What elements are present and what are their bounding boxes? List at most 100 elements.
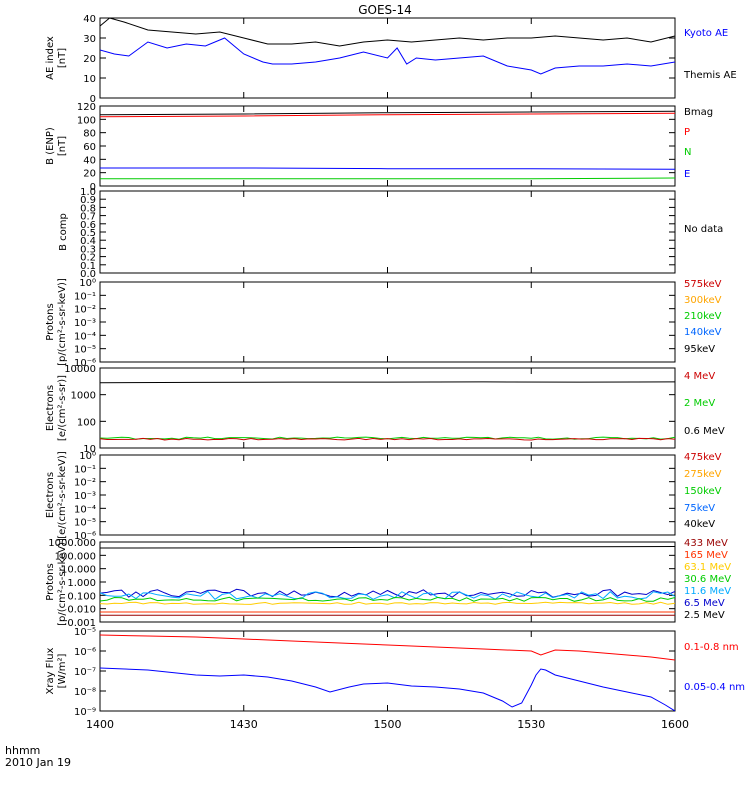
legend-entry: Kyoto AE xyxy=(684,28,728,39)
y-axis-label: B (ENP) xyxy=(45,127,56,165)
y-axis-label: Electrons xyxy=(45,472,56,518)
y-tick-label: 80 xyxy=(83,129,96,140)
y-tick-label: 10⁻⁶ xyxy=(74,647,96,658)
y-tick-label: 10000 xyxy=(64,364,96,375)
y-axis-label: Protons xyxy=(45,563,56,600)
legend-entry: 6.5 MeV xyxy=(684,598,725,609)
y-tick-label: 0.4 xyxy=(80,236,96,247)
series-line xyxy=(100,167,675,170)
series-line xyxy=(100,601,675,605)
y-tick-label: 10⁻⁴ xyxy=(74,504,96,515)
y-tick-label: 10⁻⁵ xyxy=(74,345,96,356)
y-tick-label: 60 xyxy=(83,142,96,153)
time-axis-label-hhmm: hhmm xyxy=(5,744,40,757)
y-tick-label: 40 xyxy=(83,14,96,25)
y-tick-label: 0.7 xyxy=(80,212,96,223)
y-tick-label: 10⁻³ xyxy=(74,318,96,329)
y-axis-label: AE index xyxy=(45,36,56,80)
y-axis-label: [e/(cm²-s-sr-keV)] xyxy=(57,451,68,539)
panel-bfield: 0 20 40 60 80 100 120 B (ENP) [nT] Bmag PNE xyxy=(45,102,713,193)
legend-entry: 95keV xyxy=(684,344,715,355)
y-tick-label: 1.0 xyxy=(80,187,96,198)
y-tick-label: 0 xyxy=(90,94,96,105)
legend-entry: 150keV xyxy=(684,486,722,497)
y-tick-label: 0.2 xyxy=(80,253,96,264)
y-tick-label: 0.0 xyxy=(80,269,96,280)
legend-entry: E xyxy=(684,169,690,180)
series-line xyxy=(100,588,675,598)
y-axis-label: Xray Flux xyxy=(45,647,56,694)
legend-entry: 300keV xyxy=(684,295,722,306)
legend-entry: 11.6 MeV xyxy=(684,586,731,597)
time-axis-label-date: 2010 Jan 19 xyxy=(5,756,71,769)
series-line xyxy=(100,437,675,441)
y-tick-label: 10⁰ xyxy=(79,278,96,289)
y-tick-label: 0.3 xyxy=(80,244,96,255)
x-tick-label: 1430 xyxy=(230,718,258,731)
y-tick-label: 10 xyxy=(83,444,96,455)
panel-xray: 10⁻⁹ 10⁻⁸ 10⁻⁷ 10⁻⁶ 10⁻⁵ Xray Flux [W/m²] 0.1-0… xyxy=(45,627,745,718)
legend-entry: 75keV xyxy=(684,503,715,514)
x-tick-label: 1400 xyxy=(86,718,114,731)
panel-protons_mag: 10⁻⁶ 10⁻⁵ 10⁻⁴ 10⁻³ 10⁻² 10⁻¹ 10⁰ Protons [p/(cm… xyxy=(45,278,722,369)
panel-frame xyxy=(99,281,676,363)
y-tick-label: 10⁻² xyxy=(74,478,96,489)
y-tick-label: 1.000 xyxy=(67,578,96,589)
y-tick-label: 20 xyxy=(83,169,96,180)
panel-frame xyxy=(99,541,676,623)
plot-title: GOES-14 xyxy=(358,3,412,17)
y-axis-label: Protons xyxy=(45,303,56,340)
panel-protons_mev: 0.001 0.010 0.100 1.000 10.000 100.000 1000.00… xyxy=(45,538,731,629)
series-line xyxy=(100,18,675,47)
series-line xyxy=(100,596,675,602)
panel-bcomp: 0.00.10.20.30.40.50.60.70.80.91.0 B comp N… xyxy=(58,187,723,280)
legend-entry: Bmag xyxy=(684,107,713,118)
series-line xyxy=(100,667,675,711)
panel-frame xyxy=(99,630,676,712)
series-line xyxy=(100,590,675,600)
y-tick-label: 20 xyxy=(83,54,96,65)
series-line xyxy=(100,634,675,661)
x-tick-label: 1530 xyxy=(517,718,545,731)
legend-entry: 575keV xyxy=(684,279,722,290)
y-tick-label: 100 xyxy=(77,115,96,126)
y-tick-label: 10⁻⁵ xyxy=(74,518,96,529)
y-tick-label: 30 xyxy=(83,34,96,45)
legend-entry: P xyxy=(684,127,690,138)
legend-entry: 140keV xyxy=(684,327,722,338)
series-line xyxy=(100,381,675,384)
y-tick-label: 10⁻⁹ xyxy=(74,707,96,718)
y-tick-label: 1000.000 xyxy=(48,538,96,549)
y-axis-label: [e/(cm²-s-sr)] xyxy=(57,375,68,441)
y-tick-label: 10⁻⁴ xyxy=(74,331,96,342)
legend-entry: 0.1-0.8 nm xyxy=(684,642,739,653)
legend-entry: N xyxy=(684,147,691,158)
series-line xyxy=(100,112,675,118)
legend-entry: 63.1 MeV xyxy=(684,562,731,573)
panel-frame xyxy=(99,454,676,536)
legend-entry: 4 MeV xyxy=(684,371,715,382)
legend-entry: No data xyxy=(684,224,723,235)
y-tick-label: 0.100 xyxy=(67,591,96,602)
y-tick-label: 10⁰ xyxy=(79,451,96,462)
y-axis-label: [W/m²] xyxy=(57,653,68,688)
y-tick-label: 0.6 xyxy=(80,220,96,231)
series-line xyxy=(100,546,675,549)
y-axis-label: [nT] xyxy=(57,136,68,156)
series-line xyxy=(100,110,675,116)
legend-entry: 0.05-0.4 nm xyxy=(684,682,745,693)
legend-entry: 2 MeV xyxy=(684,398,715,409)
y-tick-label: 40 xyxy=(83,155,96,166)
legend-entry: 0.6 MeV xyxy=(684,426,725,437)
legend-entry: 2.5 MeV xyxy=(684,610,725,621)
y-tick-label: 0.9 xyxy=(80,195,96,206)
y-tick-label: 10 xyxy=(83,74,96,85)
y-tick-label: 10⁻¹ xyxy=(74,464,96,475)
y-tick-label: 0.5 xyxy=(80,228,96,239)
series-line xyxy=(100,177,675,180)
y-axis-label: [p/(cm²-s-sr-keV)] xyxy=(57,538,68,626)
y-tick-label: 100 xyxy=(77,417,96,428)
y-tick-label: 0.8 xyxy=(80,203,96,214)
